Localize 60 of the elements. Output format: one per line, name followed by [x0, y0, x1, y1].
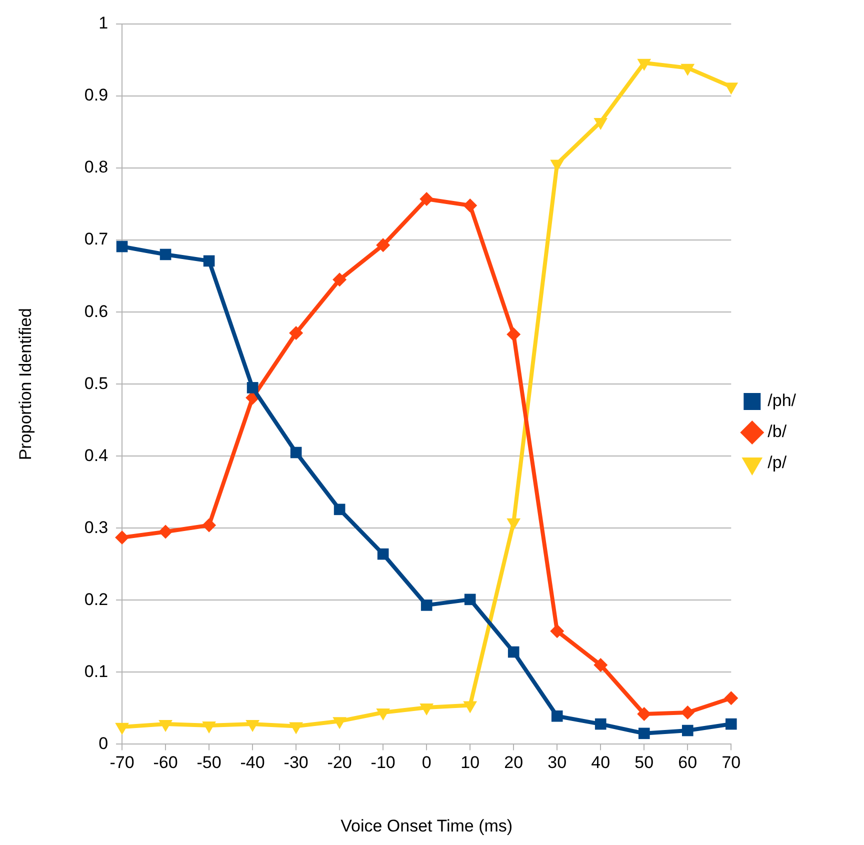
x-tick-label: -20: [327, 753, 352, 772]
legend-label: /p/: [768, 453, 787, 472]
x-tick-label: -60: [153, 753, 178, 772]
point: [334, 504, 346, 516]
point: [508, 646, 520, 658]
point: [246, 382, 258, 394]
y-tick-label: 0: [98, 734, 108, 753]
point: [551, 710, 563, 722]
legend-label: /ph/: [768, 391, 796, 410]
point: [680, 706, 695, 720]
y-tick-label: 1: [98, 14, 108, 33]
point: [115, 530, 130, 545]
point: [290, 446, 302, 458]
x-tick-label: 0: [422, 753, 432, 772]
x-tick-label: -10: [370, 753, 396, 772]
y-tick-label: 0.2: [84, 590, 108, 609]
x-tick-label: 20: [504, 753, 524, 772]
point: [158, 524, 173, 539]
point: [377, 548, 389, 560]
point: [594, 718, 606, 730]
x-tick-label: 70: [722, 753, 741, 772]
x-tick-label: -70: [110, 753, 134, 772]
x-tick-label: -50: [196, 753, 222, 772]
x-tick-label: 10: [460, 753, 480, 772]
x-tick-label: 40: [591, 753, 610, 772]
point: [160, 248, 172, 260]
y-tick-label: 0.8: [84, 158, 108, 177]
y-tick-label: 0.1: [84, 662, 108, 681]
y-axis-title: Proportion Identified: [16, 308, 35, 460]
point: [376, 238, 390, 252]
point: [725, 718, 737, 730]
point: [116, 240, 128, 252]
x-tick-label: 50: [634, 753, 654, 772]
point: [724, 691, 738, 706]
x-axis-title: Voice Onset Time (ms): [340, 816, 513, 836]
point: [682, 724, 694, 736]
legend-label: /b/: [768, 422, 787, 442]
x-tick-label: -30: [284, 753, 308, 772]
y-tick-label: 0.5: [84, 374, 108, 393]
x-tick-label: 60: [678, 753, 698, 772]
x-tick-label: -40: [240, 753, 265, 772]
point: [594, 658, 608, 672]
point: [506, 327, 521, 342]
point: [637, 706, 652, 721]
y-tick-label: 0.4: [84, 446, 108, 465]
y-tick-label: 0.9: [84, 86, 108, 105]
point: [464, 594, 476, 606]
point: [550, 624, 564, 638]
point: [332, 272, 347, 287]
point: [420, 600, 432, 611]
y-tick-label: 0.6: [84, 302, 108, 321]
point: [289, 326, 304, 340]
point: [420, 192, 434, 206]
point: [202, 518, 216, 532]
point: [463, 198, 478, 212]
y-tick-label: 0.7: [84, 230, 108, 249]
point: [638, 728, 650, 740]
x-tick-label: 30: [548, 753, 567, 772]
y-tick-label: 0.3: [84, 518, 108, 537]
point: [203, 255, 215, 267]
